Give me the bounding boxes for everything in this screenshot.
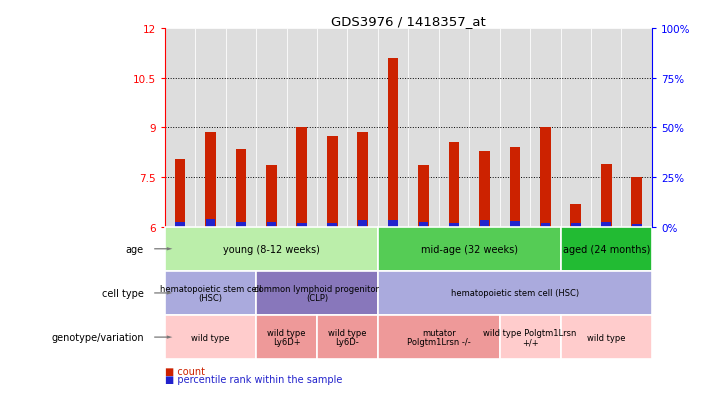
Text: genotype/variation: genotype/variation [51,332,144,342]
Bar [378,271,652,315]
Text: wild type
Ly6D+: wild type Ly6D+ [267,328,306,347]
Bar [632,224,641,227]
Bar [378,29,408,227]
Bar [388,221,398,227]
Bar [500,315,561,359]
Bar [165,271,256,315]
Bar [561,227,652,271]
Bar [297,128,307,227]
Bar [591,29,622,227]
Bar [388,59,398,227]
Bar [165,315,256,359]
Bar [358,221,367,227]
Bar [195,29,226,227]
Bar [479,151,490,227]
Bar [469,29,500,227]
Bar [165,227,378,271]
Bar [500,29,530,227]
Text: young (8-12 weeks): young (8-12 weeks) [223,244,320,254]
Bar [571,204,581,227]
Bar [601,164,611,227]
Text: common lymphoid progenitor
(CLP): common lymphoid progenitor (CLP) [254,284,379,303]
Text: cell type: cell type [102,288,144,298]
Text: wild type: wild type [587,333,625,342]
Bar [530,29,561,227]
Text: aged (24 months): aged (24 months) [563,244,650,254]
Bar [175,223,185,227]
Bar [205,133,216,227]
Text: ■ count: ■ count [165,366,205,376]
Text: wild type: wild type [191,333,230,342]
Bar [449,223,458,227]
Bar [236,150,246,227]
Bar [449,143,459,227]
Bar [226,29,256,227]
Bar [601,223,611,227]
Bar [540,128,551,227]
Text: mutator
Polgtm1Lrsn -/-: mutator Polgtm1Lrsn -/- [407,328,470,347]
Bar [571,224,580,227]
Text: wild type Polgtm1Lrsn
+/+: wild type Polgtm1Lrsn +/+ [484,328,577,347]
Bar [348,29,378,227]
Bar [622,29,652,227]
Bar [418,223,428,227]
Bar [327,136,338,227]
Text: wild type
Ly6D-: wild type Ly6D- [328,328,367,347]
Bar [561,29,591,227]
Bar [297,223,306,227]
Bar [165,29,195,227]
Bar [175,159,185,227]
Text: ■ percentile rank within the sample: ■ percentile rank within the sample [165,374,342,384]
Bar [236,223,245,227]
Bar [256,315,317,359]
Text: hematopoietic stem cell
(HSC): hematopoietic stem cell (HSC) [160,284,261,303]
Bar [540,223,550,227]
Bar [266,166,277,227]
Bar [317,315,378,359]
Bar [317,29,348,227]
Bar [256,29,287,227]
Text: hematopoietic stem cell (HSC): hematopoietic stem cell (HSC) [451,289,579,298]
Bar [632,178,642,227]
Text: age: age [125,244,144,254]
Bar [378,315,500,359]
Bar [479,221,489,227]
Bar [266,222,276,227]
Bar [418,166,429,227]
Bar [327,223,337,227]
Bar [510,221,519,227]
Text: mid-age (32 weeks): mid-age (32 weeks) [421,244,518,254]
Bar [408,29,439,227]
Title: GDS3976 / 1418357_at: GDS3976 / 1418357_at [331,15,486,28]
Bar [256,271,378,315]
Bar [510,148,520,227]
Bar [378,227,561,271]
Bar [205,220,215,227]
Bar [358,133,368,227]
Bar [287,29,317,227]
Bar [561,315,652,359]
Bar [439,29,469,227]
